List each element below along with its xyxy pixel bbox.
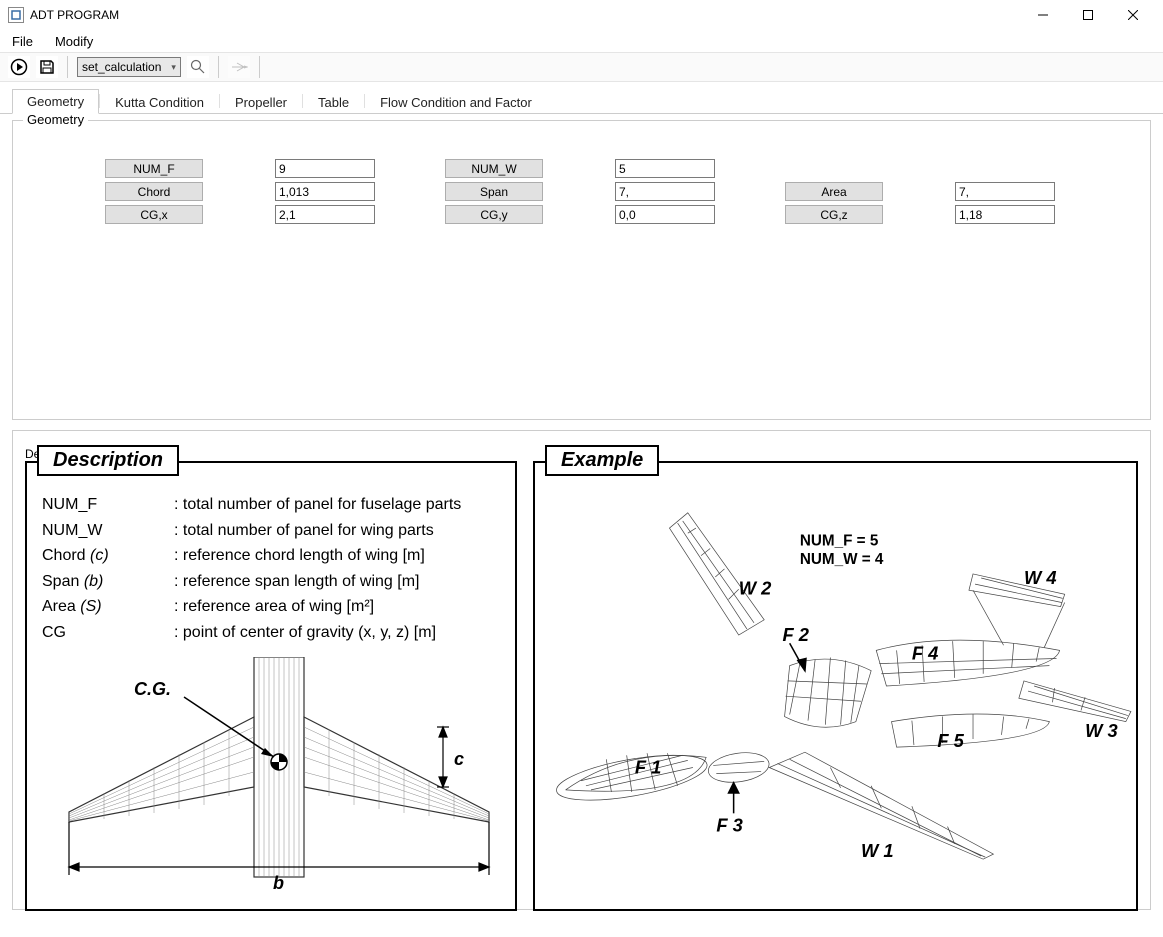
geometry-row: CG,x CG,y CG,z: [25, 205, 1138, 224]
example-panel-title: Example: [545, 445, 659, 476]
example-numw-label: NUM_W = 4: [800, 551, 884, 568]
menu-modify[interactable]: Modify: [51, 32, 97, 51]
part-w2: [669, 513, 764, 635]
param-input-area[interactable]: [955, 182, 1055, 201]
param-input-span[interactable]: [615, 182, 715, 201]
tab-kutta-condition[interactable]: Kutta Condition: [100, 90, 219, 114]
param-input-cg-z[interactable]: [955, 205, 1055, 224]
param-label-span: Span: [445, 182, 543, 201]
titlebar: ADT PROGRAM: [0, 0, 1163, 30]
play-icon: [10, 58, 28, 76]
param-input-cg-x[interactable]: [275, 205, 375, 224]
def-desc: : total number of panel for fuselage par…: [173, 493, 467, 517]
part-f2: [785, 657, 872, 727]
param-input-num-w[interactable]: [615, 159, 715, 178]
param-input-cg-y[interactable]: [615, 205, 715, 224]
cg-label: C.G.: [134, 679, 171, 699]
part-w3: [1019, 681, 1131, 722]
tab-propeller[interactable]: Propeller: [220, 90, 302, 114]
part-f1: [553, 746, 710, 809]
param-input-chord[interactable]: [275, 182, 375, 201]
param-label-num-w: NUM_W: [445, 159, 543, 178]
span-dim-label: b: [273, 873, 284, 893]
label-f2: F 2: [783, 624, 809, 645]
label-w3: W 3: [1085, 720, 1118, 741]
aircraft-exploded-diagram: NUM_F = 5 NUM_W = 4: [535, 463, 1136, 909]
param-label-chord: Chord: [105, 182, 203, 201]
def-term: Area (S): [41, 595, 171, 619]
def-term: Chord (c): [41, 544, 171, 568]
part-f4: [876, 640, 1059, 686]
geometry-row: NUM_F NUM_W: [25, 159, 1138, 178]
tab-geometry[interactable]: Geometry: [12, 89, 99, 114]
def-desc: : reference span length of wing [m]: [173, 570, 467, 594]
param-label-num-f: NUM_F: [105, 159, 203, 178]
close-button[interactable]: [1110, 0, 1155, 30]
tab-table[interactable]: Table: [303, 90, 364, 114]
menu-file[interactable]: File: [8, 32, 37, 51]
def-term: Span (b): [41, 570, 171, 594]
label-w2: W 2: [739, 577, 772, 598]
param-label-cg-x: CG,x: [105, 205, 203, 224]
close-icon: [1128, 10, 1138, 20]
def-desc: : reference chord length of wing [m]: [173, 544, 467, 568]
def-desc: : total number of panel for wing parts: [173, 519, 467, 543]
param-label-cg-z: CG,z: [785, 205, 883, 224]
example-panel: Example NUM_F = 5 NUM_W = 4: [533, 461, 1138, 911]
app-icon: [8, 7, 24, 23]
run-button[interactable]: [8, 56, 30, 78]
part-f5: [892, 714, 1050, 747]
param-label-area: Area: [785, 182, 883, 201]
label-w1: W 1: [861, 840, 894, 861]
tab-flow-condition[interactable]: Flow Condition and Factor: [365, 90, 547, 114]
maximize-button[interactable]: [1065, 0, 1110, 30]
def-desc: : reference area of wing [m²]: [173, 595, 467, 619]
maximize-icon: [1083, 10, 1093, 20]
menubar: File Modify: [0, 30, 1163, 52]
window-title: ADT PROGRAM: [30, 8, 119, 22]
example-numf-label: NUM_F = 5: [800, 532, 879, 549]
chord-dim-label: c: [454, 749, 464, 769]
search-icon: [190, 59, 206, 75]
geometry-group: Geometry NUM_FNUM_WChordSpanAreaCG,xCG,y…: [12, 120, 1151, 420]
minimize-icon: [1038, 10, 1048, 20]
save-button[interactable]: [36, 56, 58, 78]
dropdown-value: set_calculation: [82, 60, 161, 74]
param-label-cg-y: CG,y: [445, 205, 543, 224]
toolbar: set_calculation ▾: [0, 52, 1163, 82]
search-button[interactable]: [187, 56, 209, 78]
aircraft-button[interactable]: [228, 56, 250, 78]
label-f4: F 4: [912, 643, 938, 664]
def-term: NUM_F: [41, 493, 171, 517]
definitions-list: NUM_F: total number of panel for fuselag…: [27, 463, 515, 655]
label-f5: F 5: [937, 730, 964, 751]
description-group: Description Description NUM_F: total num…: [12, 430, 1151, 910]
part-f3: [706, 749, 770, 786]
label-f1: F 1: [635, 757, 661, 778]
def-desc: : point of center of gravity (x, y, z) […: [173, 621, 467, 645]
geometry-row: Chord Span Area: [25, 182, 1138, 201]
cg-wing-diagram: C.G. c b: [29, 657, 519, 907]
label-w4: W 4: [1024, 567, 1057, 588]
geometry-legend: Geometry: [23, 112, 88, 127]
description-panel-title: Description: [37, 445, 179, 476]
aircraft-icon: [230, 60, 248, 74]
description-panel: Description NUM_F: total number of panel…: [25, 461, 517, 911]
def-term: CG: [41, 621, 171, 645]
save-icon: [38, 58, 56, 76]
tabbar: Geometry Kutta Condition Propeller Table…: [0, 82, 1163, 114]
def-term: NUM_W: [41, 519, 171, 543]
label-f3: F 3: [716, 815, 742, 836]
chevron-down-icon: ▾: [171, 62, 176, 73]
calculation-dropdown[interactable]: set_calculation ▾: [77, 57, 181, 77]
minimize-button[interactable]: [1020, 0, 1065, 30]
param-input-num-f[interactable]: [275, 159, 375, 178]
